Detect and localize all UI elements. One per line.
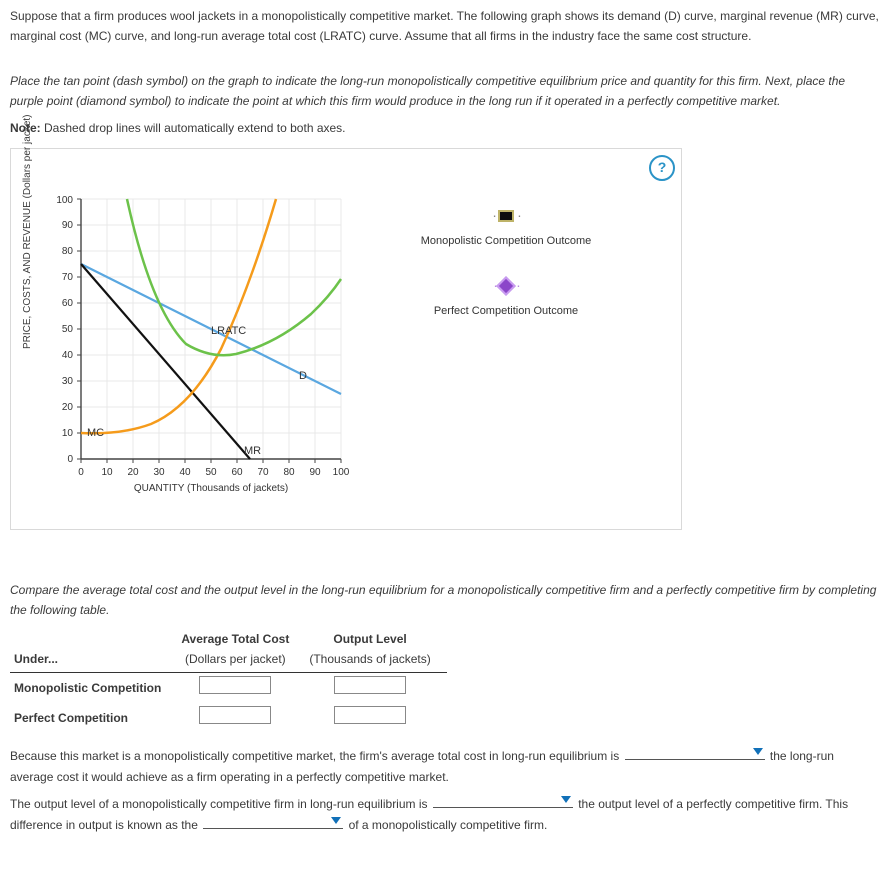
dropdown-output-compare[interactable] xyxy=(433,793,573,808)
svg-text:30: 30 xyxy=(153,467,165,478)
svg-text:70: 70 xyxy=(257,467,269,478)
legend-perfect-label: Perfect Competition Outcome xyxy=(434,305,578,317)
svg-text:90: 90 xyxy=(309,467,321,478)
row-mono-label: Monopolistic Competition xyxy=(10,672,177,703)
svg-text:30: 30 xyxy=(62,376,74,387)
dropdown-atc-compare[interactable] xyxy=(625,745,765,760)
svg-text:60: 60 xyxy=(62,298,74,309)
legend-mono[interactable]: · · Monopolistic Competition Outcome xyxy=(376,204,636,250)
svg-text:70: 70 xyxy=(62,272,74,283)
x-tick-labels: 0 10 20 30 40 50 60 70 80 90 100 xyxy=(78,467,350,478)
mr-label: MR xyxy=(244,445,261,457)
svg-text:80: 80 xyxy=(283,467,295,478)
svg-text:60: 60 xyxy=(231,467,243,478)
svg-text:10: 10 xyxy=(62,428,74,439)
svg-text:0: 0 xyxy=(67,454,73,465)
input-mono-output[interactable] xyxy=(334,676,406,694)
svg-text:20: 20 xyxy=(127,467,139,478)
help-button[interactable]: ? xyxy=(649,155,675,181)
input-perf-atc[interactable] xyxy=(199,706,271,724)
d-label: D xyxy=(299,370,307,382)
y-axis-label: PRICE, COSTS, AND REVENUE (Dollars per j… xyxy=(19,114,36,349)
x-axis-label: QUANTITY (Thousands of jackets) xyxy=(134,483,288,494)
dash-icon xyxy=(498,210,514,222)
y-tick-labels: 0 10 20 30 40 50 60 70 80 90 100 xyxy=(56,195,73,465)
svg-text:90: 90 xyxy=(62,220,74,231)
lratc-label: LRATC xyxy=(211,325,246,337)
sentence-2: The output level of a monopolistically c… xyxy=(10,793,880,836)
svg-text:20: 20 xyxy=(62,402,74,413)
compare-instructions: Compare the average total cost and the o… xyxy=(10,580,880,621)
input-perf-output[interactable] xyxy=(334,706,406,724)
graph-panel[interactable]: ? 0 10 20 30 40 xyxy=(10,148,682,530)
svg-text:40: 40 xyxy=(179,467,191,478)
input-mono-atc[interactable] xyxy=(199,676,271,694)
dropdown-difference-name[interactable] xyxy=(203,814,343,829)
svg-text:50: 50 xyxy=(205,467,217,478)
chart-svg[interactable]: 0 10 20 30 40 50 60 70 80 90 100 0 10 20… xyxy=(41,189,401,519)
legend-mono-label: Monopolistic Competition Outcome xyxy=(421,235,592,247)
svg-text:0: 0 xyxy=(78,467,84,478)
svg-text:10: 10 xyxy=(101,467,113,478)
diamond-icon xyxy=(496,276,516,296)
row-perf-label: Perfect Competition xyxy=(10,703,177,733)
mr-curve xyxy=(81,264,250,459)
svg-text:80: 80 xyxy=(62,246,74,257)
sentence-1: Because this market is a monopolisticall… xyxy=(10,745,880,787)
mc-curve xyxy=(81,199,276,433)
intro-paragraph-1: Suppose that a firm produces wool jacket… xyxy=(10,6,880,47)
th-output: Output Level(Thousands of jackets) xyxy=(305,627,446,672)
chart-legend: · · Monopolistic Competition Outcome · ·… xyxy=(376,204,636,345)
compare-table: Under... Average Total Cost(Dollars per … xyxy=(10,627,447,734)
svg-text:100: 100 xyxy=(56,195,73,206)
th-under: Under... xyxy=(10,627,177,672)
intro-paragraph-2: Place the tan point (dash symbol) on the… xyxy=(10,71,880,112)
legend-perfect[interactable]: · · Perfect Competition Outcome xyxy=(376,274,636,320)
mc-label: MC xyxy=(87,427,104,439)
th-atc: Average Total Cost(Dollars per jacket) xyxy=(177,627,305,672)
svg-text:50: 50 xyxy=(62,324,74,335)
note-line: Note: Dashed drop lines will automatical… xyxy=(10,118,880,138)
svg-text:100: 100 xyxy=(333,467,350,478)
svg-text:40: 40 xyxy=(62,350,74,361)
note-text: Dashed drop lines will automatically ext… xyxy=(41,121,346,135)
